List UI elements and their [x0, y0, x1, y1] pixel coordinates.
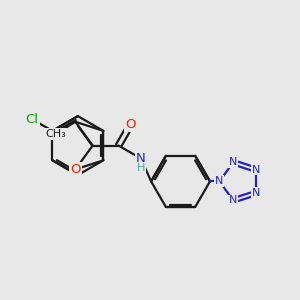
Text: O: O — [125, 118, 136, 131]
Text: CH₃: CH₃ — [46, 129, 66, 139]
Text: Cl: Cl — [26, 112, 38, 126]
Text: N: N — [215, 176, 224, 186]
Text: O: O — [70, 163, 81, 176]
Text: N: N — [136, 152, 146, 165]
Text: H: H — [137, 163, 145, 173]
Text: N: N — [251, 165, 260, 175]
Text: N: N — [229, 157, 237, 167]
Text: N: N — [229, 195, 237, 206]
Text: N: N — [251, 188, 260, 198]
